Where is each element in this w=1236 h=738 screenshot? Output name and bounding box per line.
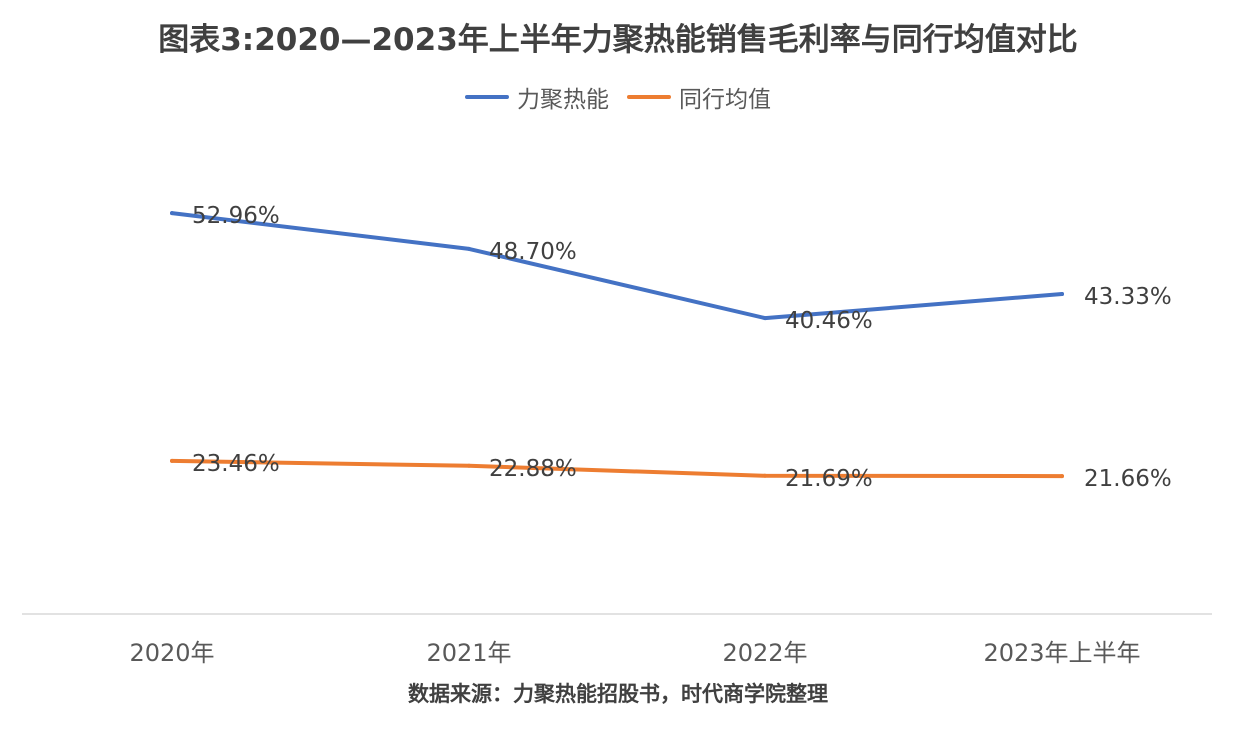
data-point (170, 211, 174, 216)
data-label: 52.96% (192, 203, 280, 229)
series-line-2 (170, 458, 1064, 479)
data-label: 48.70% (489, 239, 577, 265)
x-tick-label: 2023年上半年 (983, 639, 1140, 667)
data-point (763, 473, 767, 478)
data-point (763, 316, 767, 321)
data-point (1060, 474, 1064, 479)
x-tick-label: 2021年 (426, 639, 511, 667)
series-line-1 (170, 211, 1064, 321)
data-label: 21.66% (1084, 466, 1172, 492)
x-tick-label: 2020年 (129, 639, 214, 667)
data-point (170, 458, 174, 463)
plot-area: 2020年 2021年 2022年 2023年上半年 52.96% 48.70% 40.46… (129, 203, 1171, 667)
x-tick-label: 2022年 (722, 639, 807, 667)
legend-swatch-series-2 (627, 95, 671, 99)
legend: 力聚热能 同行均值 (0, 80, 1236, 114)
legend-label-series-2: 同行均值 (679, 87, 771, 113)
data-label: 43.33% (1084, 284, 1172, 310)
chart-title: 图表3:2020—2023年上半年力聚热能销售毛利率与同行均值对比 (158, 22, 1078, 58)
data-label: 23.46% (192, 451, 280, 477)
legend-item-series-2: 同行均值 (627, 80, 771, 114)
source-note: 数据来源：力聚热能招股书，时代商学院整理 (408, 682, 828, 706)
legend-swatch-series-1 (465, 95, 509, 99)
data-point (467, 246, 471, 251)
data-label: 21.69% (785, 466, 873, 492)
data-point (1060, 292, 1064, 296)
data-label: 40.46% (785, 308, 873, 334)
data-label: 22.88% (489, 456, 577, 482)
legend-label-series-1: 力聚热能 (517, 87, 609, 113)
legend-item-series-1: 力聚热能 (465, 80, 609, 114)
data-point (467, 463, 471, 468)
